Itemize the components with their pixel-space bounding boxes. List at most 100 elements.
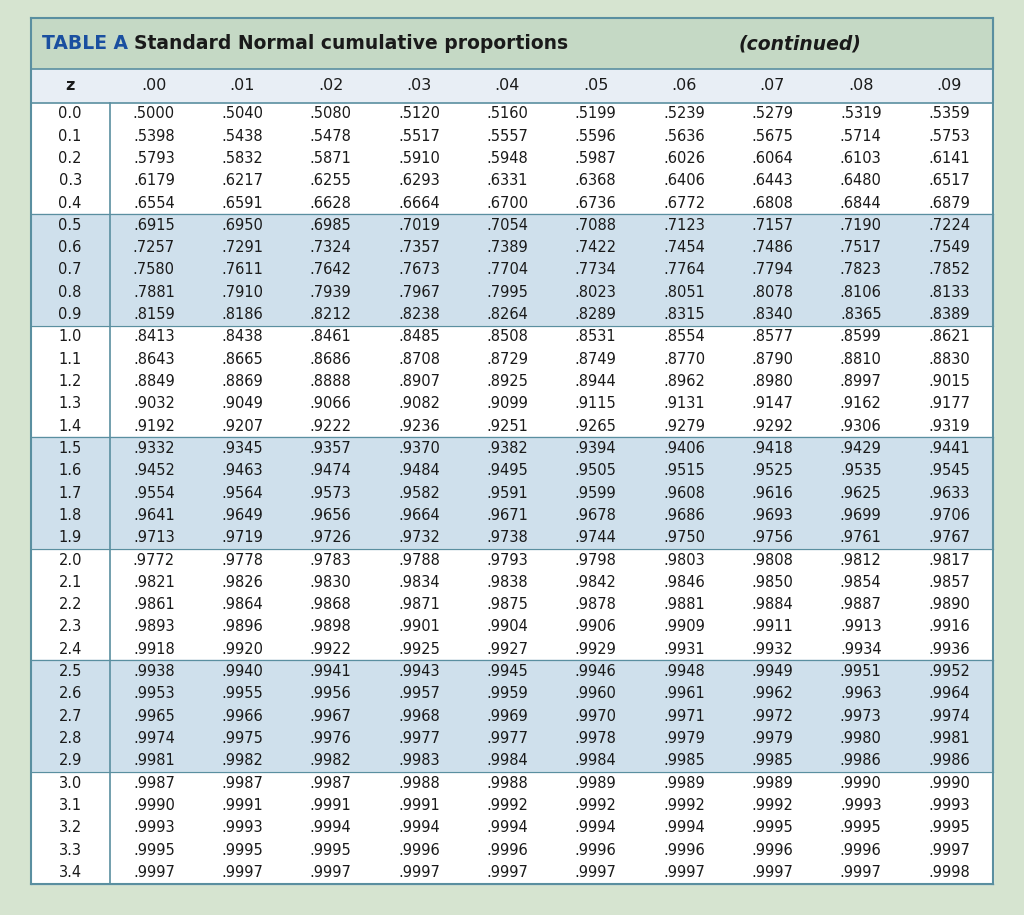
- Text: .9032: .9032: [133, 396, 175, 412]
- Text: .9015: .9015: [928, 374, 970, 389]
- Bar: [31, 236, 993, 259]
- Text: .9940: .9940: [221, 664, 263, 679]
- Text: .7939: .7939: [309, 285, 351, 300]
- Text: .9564: .9564: [221, 486, 263, 501]
- Text: .9986: .9986: [928, 753, 970, 769]
- Text: .6368: .6368: [574, 173, 616, 188]
- Text: .9988: .9988: [486, 776, 528, 791]
- Text: .9573: .9573: [309, 486, 351, 501]
- Text: .9463: .9463: [221, 463, 263, 479]
- Text: .9909: .9909: [664, 619, 705, 634]
- Text: .9992: .9992: [574, 798, 616, 813]
- Text: .8770: .8770: [663, 351, 706, 367]
- Text: .8554: .8554: [664, 329, 705, 344]
- Text: .03: .03: [407, 79, 431, 93]
- Text: .9956: .9956: [309, 686, 351, 702]
- Text: .7910: .7910: [221, 285, 263, 300]
- Text: .9332: .9332: [133, 441, 175, 456]
- Text: .5279: .5279: [752, 106, 794, 122]
- Text: .9990: .9990: [928, 776, 970, 791]
- Text: 1.4: 1.4: [58, 419, 82, 434]
- Text: .9515: .9515: [664, 463, 705, 479]
- Bar: [31, 571, 993, 594]
- Text: .7486: .7486: [752, 240, 794, 255]
- Text: .6026: .6026: [663, 151, 705, 166]
- Text: .9887: .9887: [840, 597, 882, 612]
- Text: .06: .06: [672, 79, 696, 93]
- Text: .8830: .8830: [928, 351, 970, 367]
- Text: .5199: .5199: [574, 106, 616, 122]
- Text: .8577: .8577: [752, 329, 794, 344]
- Bar: [31, 348, 993, 371]
- Bar: [31, 705, 993, 727]
- Text: .9953: .9953: [133, 686, 175, 702]
- Text: .05: .05: [583, 79, 608, 93]
- Text: .9265: .9265: [574, 419, 616, 434]
- Text: .9429: .9429: [840, 441, 882, 456]
- Text: .6808: .6808: [752, 196, 794, 210]
- Text: .9756: .9756: [752, 530, 794, 545]
- Text: .7324: .7324: [309, 240, 351, 255]
- Text: .9992: .9992: [486, 798, 528, 813]
- Text: .9963: .9963: [840, 686, 882, 702]
- Text: .6331: .6331: [486, 173, 528, 188]
- Text: .9772: .9772: [133, 553, 175, 567]
- Bar: [31, 482, 993, 504]
- Text: .8997: .8997: [840, 374, 882, 389]
- Text: .9983: .9983: [398, 753, 439, 769]
- Text: .9850: .9850: [752, 575, 794, 590]
- Text: .8485: .8485: [398, 329, 439, 344]
- Text: .9995: .9995: [309, 843, 351, 857]
- Text: .9783: .9783: [309, 553, 351, 567]
- Text: .6554: .6554: [133, 196, 175, 210]
- Text: .9989: .9989: [664, 776, 705, 791]
- Text: .9925: .9925: [398, 641, 440, 657]
- Text: Standard Normal cumulative proportions: Standard Normal cumulative proportions: [121, 34, 574, 53]
- Text: .9981: .9981: [133, 753, 175, 769]
- Bar: [31, 326, 993, 348]
- Text: .9878: .9878: [574, 597, 616, 612]
- Text: .8790: .8790: [752, 351, 794, 367]
- Text: .9971: .9971: [664, 709, 705, 724]
- Text: 1.2: 1.2: [58, 374, 82, 389]
- Text: .9978: .9978: [574, 731, 616, 746]
- Text: .5987: .5987: [574, 151, 616, 166]
- Text: .7673: .7673: [398, 263, 440, 277]
- Text: .9649: .9649: [221, 508, 263, 522]
- Text: .9545: .9545: [928, 463, 970, 479]
- Text: .9901: .9901: [398, 619, 440, 634]
- Text: .5636: .5636: [664, 129, 705, 144]
- Text: 1.9: 1.9: [58, 530, 82, 545]
- Text: .9875: .9875: [486, 597, 528, 612]
- Text: .8133: .8133: [929, 285, 970, 300]
- Text: .9994: .9994: [486, 820, 528, 835]
- Text: .9890: .9890: [928, 597, 970, 612]
- Text: .9931: .9931: [664, 641, 705, 657]
- Text: .9798: .9798: [574, 553, 616, 567]
- Text: .9987: .9987: [309, 776, 351, 791]
- Text: .9996: .9996: [486, 843, 528, 857]
- Text: .9370: .9370: [398, 441, 440, 456]
- Text: .9616: .9616: [752, 486, 794, 501]
- Text: .6915: .6915: [133, 218, 175, 232]
- Text: .9922: .9922: [309, 641, 351, 657]
- Text: .9962: .9962: [752, 686, 794, 702]
- Text: .9943: .9943: [398, 664, 439, 679]
- Text: .5398: .5398: [133, 129, 175, 144]
- Text: .9997: .9997: [840, 865, 882, 880]
- Bar: [31, 147, 993, 169]
- Bar: [31, 393, 993, 415]
- Text: .9982: .9982: [309, 753, 351, 769]
- Text: .09: .09: [936, 79, 962, 93]
- Text: .9418: .9418: [752, 441, 794, 456]
- Text: .8888: .8888: [309, 374, 351, 389]
- Bar: [31, 526, 993, 549]
- Text: 2.8: 2.8: [58, 731, 82, 746]
- Text: .9554: .9554: [133, 486, 175, 501]
- Text: 2.5: 2.5: [58, 664, 82, 679]
- Text: .9222: .9222: [309, 419, 351, 434]
- Text: .9861: .9861: [133, 597, 175, 612]
- Text: .9996: .9996: [574, 843, 616, 857]
- Bar: [31, 861, 993, 884]
- Text: .9993: .9993: [840, 798, 882, 813]
